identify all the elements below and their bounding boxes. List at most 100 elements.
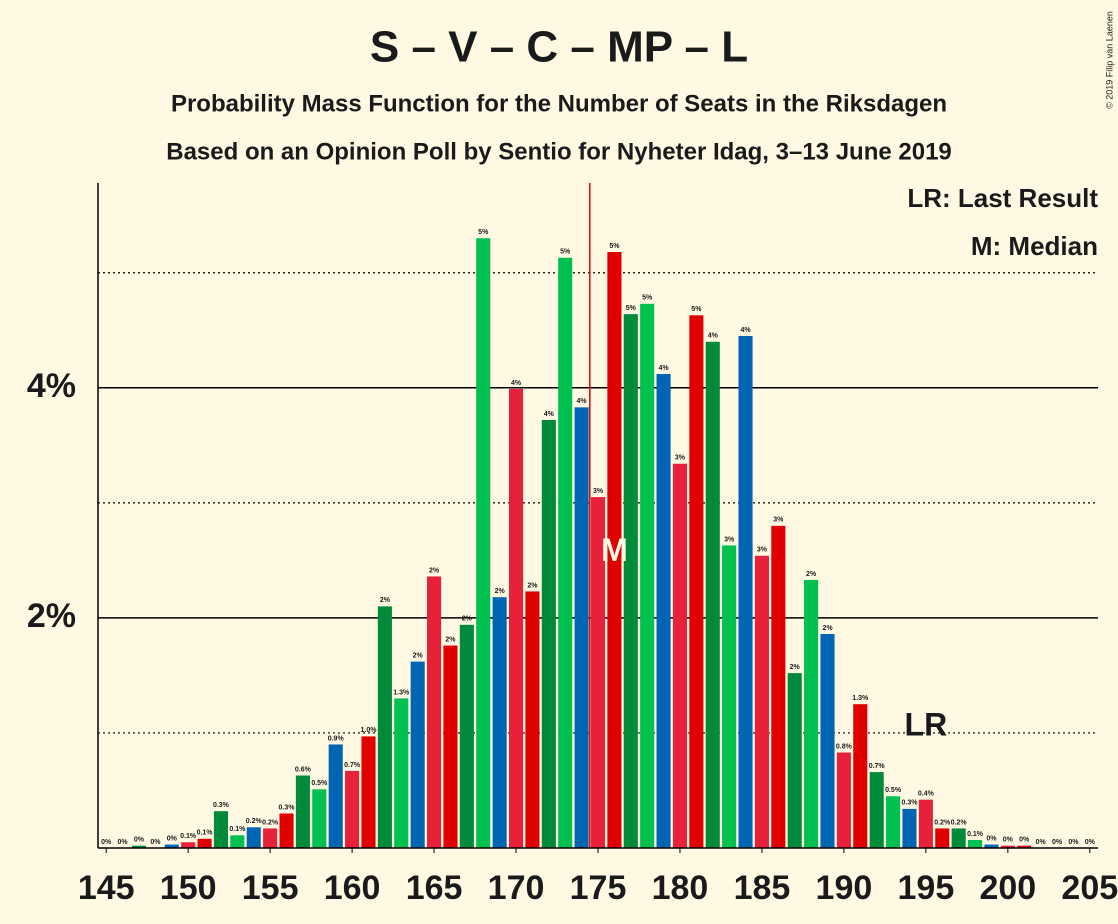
value-label: 5%	[478, 229, 489, 236]
bar	[820, 634, 835, 848]
value-label: 1.3%	[852, 695, 869, 702]
bar	[738, 336, 753, 848]
bar	[705, 341, 720, 848]
bar	[459, 624, 474, 848]
bar	[918, 799, 933, 848]
value-label: 0.1%	[967, 831, 984, 838]
value-label: 0%	[1019, 837, 1030, 844]
x-tick-label: 180	[652, 869, 709, 907]
value-label: 4%	[708, 333, 719, 340]
value-label: 2%	[790, 664, 801, 671]
chart-title: S – V – C – MP – L	[370, 23, 748, 72]
value-label: 0.3%	[901, 800, 918, 807]
value-label: 5%	[560, 249, 571, 256]
bar	[1017, 845, 1032, 848]
value-label: 5%	[691, 306, 702, 313]
bar	[246, 827, 261, 848]
bar	[869, 772, 884, 848]
bar	[984, 844, 999, 848]
bar	[361, 736, 376, 848]
bar	[836, 752, 851, 848]
value-label: 0.5%	[311, 780, 328, 787]
bar	[181, 842, 196, 848]
bar	[394, 698, 409, 848]
bar	[410, 661, 425, 848]
value-label: 0.7%	[344, 762, 361, 769]
value-label: 0%	[118, 839, 129, 846]
value-label: 0%	[1003, 837, 1014, 844]
x-tick-label: 150	[160, 869, 217, 907]
x-tick-label: 190	[816, 869, 873, 907]
value-label: 0%	[1085, 839, 1096, 846]
bar	[312, 789, 327, 848]
value-label: 3%	[757, 547, 768, 554]
value-label: 3%	[724, 536, 735, 543]
value-label: 4%	[659, 365, 670, 372]
x-tick-label: 200	[979, 869, 1036, 907]
bar	[427, 576, 442, 848]
bar	[508, 388, 524, 848]
bar	[443, 645, 458, 848]
value-label: 2%	[413, 652, 424, 659]
copyright: © 2019 Filip van Laenen	[1104, 11, 1114, 109]
value-label: 3%	[593, 488, 604, 495]
bar	[197, 838, 212, 848]
value-label: 3%	[675, 455, 686, 462]
value-label: 4%	[511, 380, 522, 387]
x-tick-label: 195	[898, 869, 955, 907]
bar	[607, 252, 622, 849]
bar	[951, 828, 966, 848]
value-label: 0.2%	[262, 819, 279, 826]
value-label: 0.1%	[180, 833, 197, 840]
bar	[886, 796, 901, 848]
x-tick-label: 185	[734, 869, 791, 907]
y-tick-label: 4%	[27, 367, 76, 405]
x-tick-label: 170	[488, 869, 545, 907]
x-tick-label: 155	[242, 869, 299, 907]
x-tick-label: 165	[406, 869, 463, 907]
value-label: 5%	[609, 243, 620, 250]
bar	[295, 775, 310, 848]
subtitle: Based on an Opinion Poll by Sentio for N…	[166, 138, 952, 165]
bar	[672, 463, 688, 848]
value-label: 0.2%	[246, 818, 263, 825]
bar	[902, 808, 917, 848]
value-label: 0.4%	[918, 791, 935, 798]
value-label: 2%	[462, 616, 473, 623]
value-label: 4%	[740, 327, 751, 334]
value-label: 3%	[773, 517, 784, 524]
bar	[574, 407, 589, 848]
value-label: 0%	[150, 839, 161, 846]
value-label: 0%	[134, 837, 145, 844]
bar	[131, 845, 147, 848]
value-label: 0%	[1036, 839, 1047, 846]
bar	[804, 579, 819, 848]
bar	[623, 314, 638, 848]
value-label: 0.1%	[197, 830, 214, 837]
bar	[853, 704, 868, 848]
value-label: 2%	[380, 597, 391, 604]
bar	[771, 525, 786, 848]
subtitle: Probability Mass Function for the Number…	[171, 90, 947, 117]
value-label: 0.3%	[213, 802, 230, 809]
bar	[754, 555, 769, 848]
bar	[492, 597, 507, 848]
bar	[787, 673, 802, 848]
value-label: 0.9%	[328, 735, 345, 742]
value-label: 0.7%	[869, 763, 886, 770]
bar	[230, 835, 245, 848]
value-label: 4%	[577, 398, 588, 405]
value-label: 0.8%	[836, 743, 853, 750]
value-label: 2%	[429, 567, 440, 574]
last-result-marker: LR	[905, 707, 948, 743]
value-label: 5%	[642, 295, 653, 302]
median-marker: M	[601, 532, 628, 568]
value-label: 0%	[1068, 839, 1079, 846]
bar	[689, 315, 704, 848]
bar	[328, 744, 343, 848]
legend-entry: LR: Last Result	[907, 183, 1098, 213]
bar	[541, 420, 556, 848]
bar	[656, 373, 671, 848]
value-label: 0.5%	[885, 787, 902, 794]
